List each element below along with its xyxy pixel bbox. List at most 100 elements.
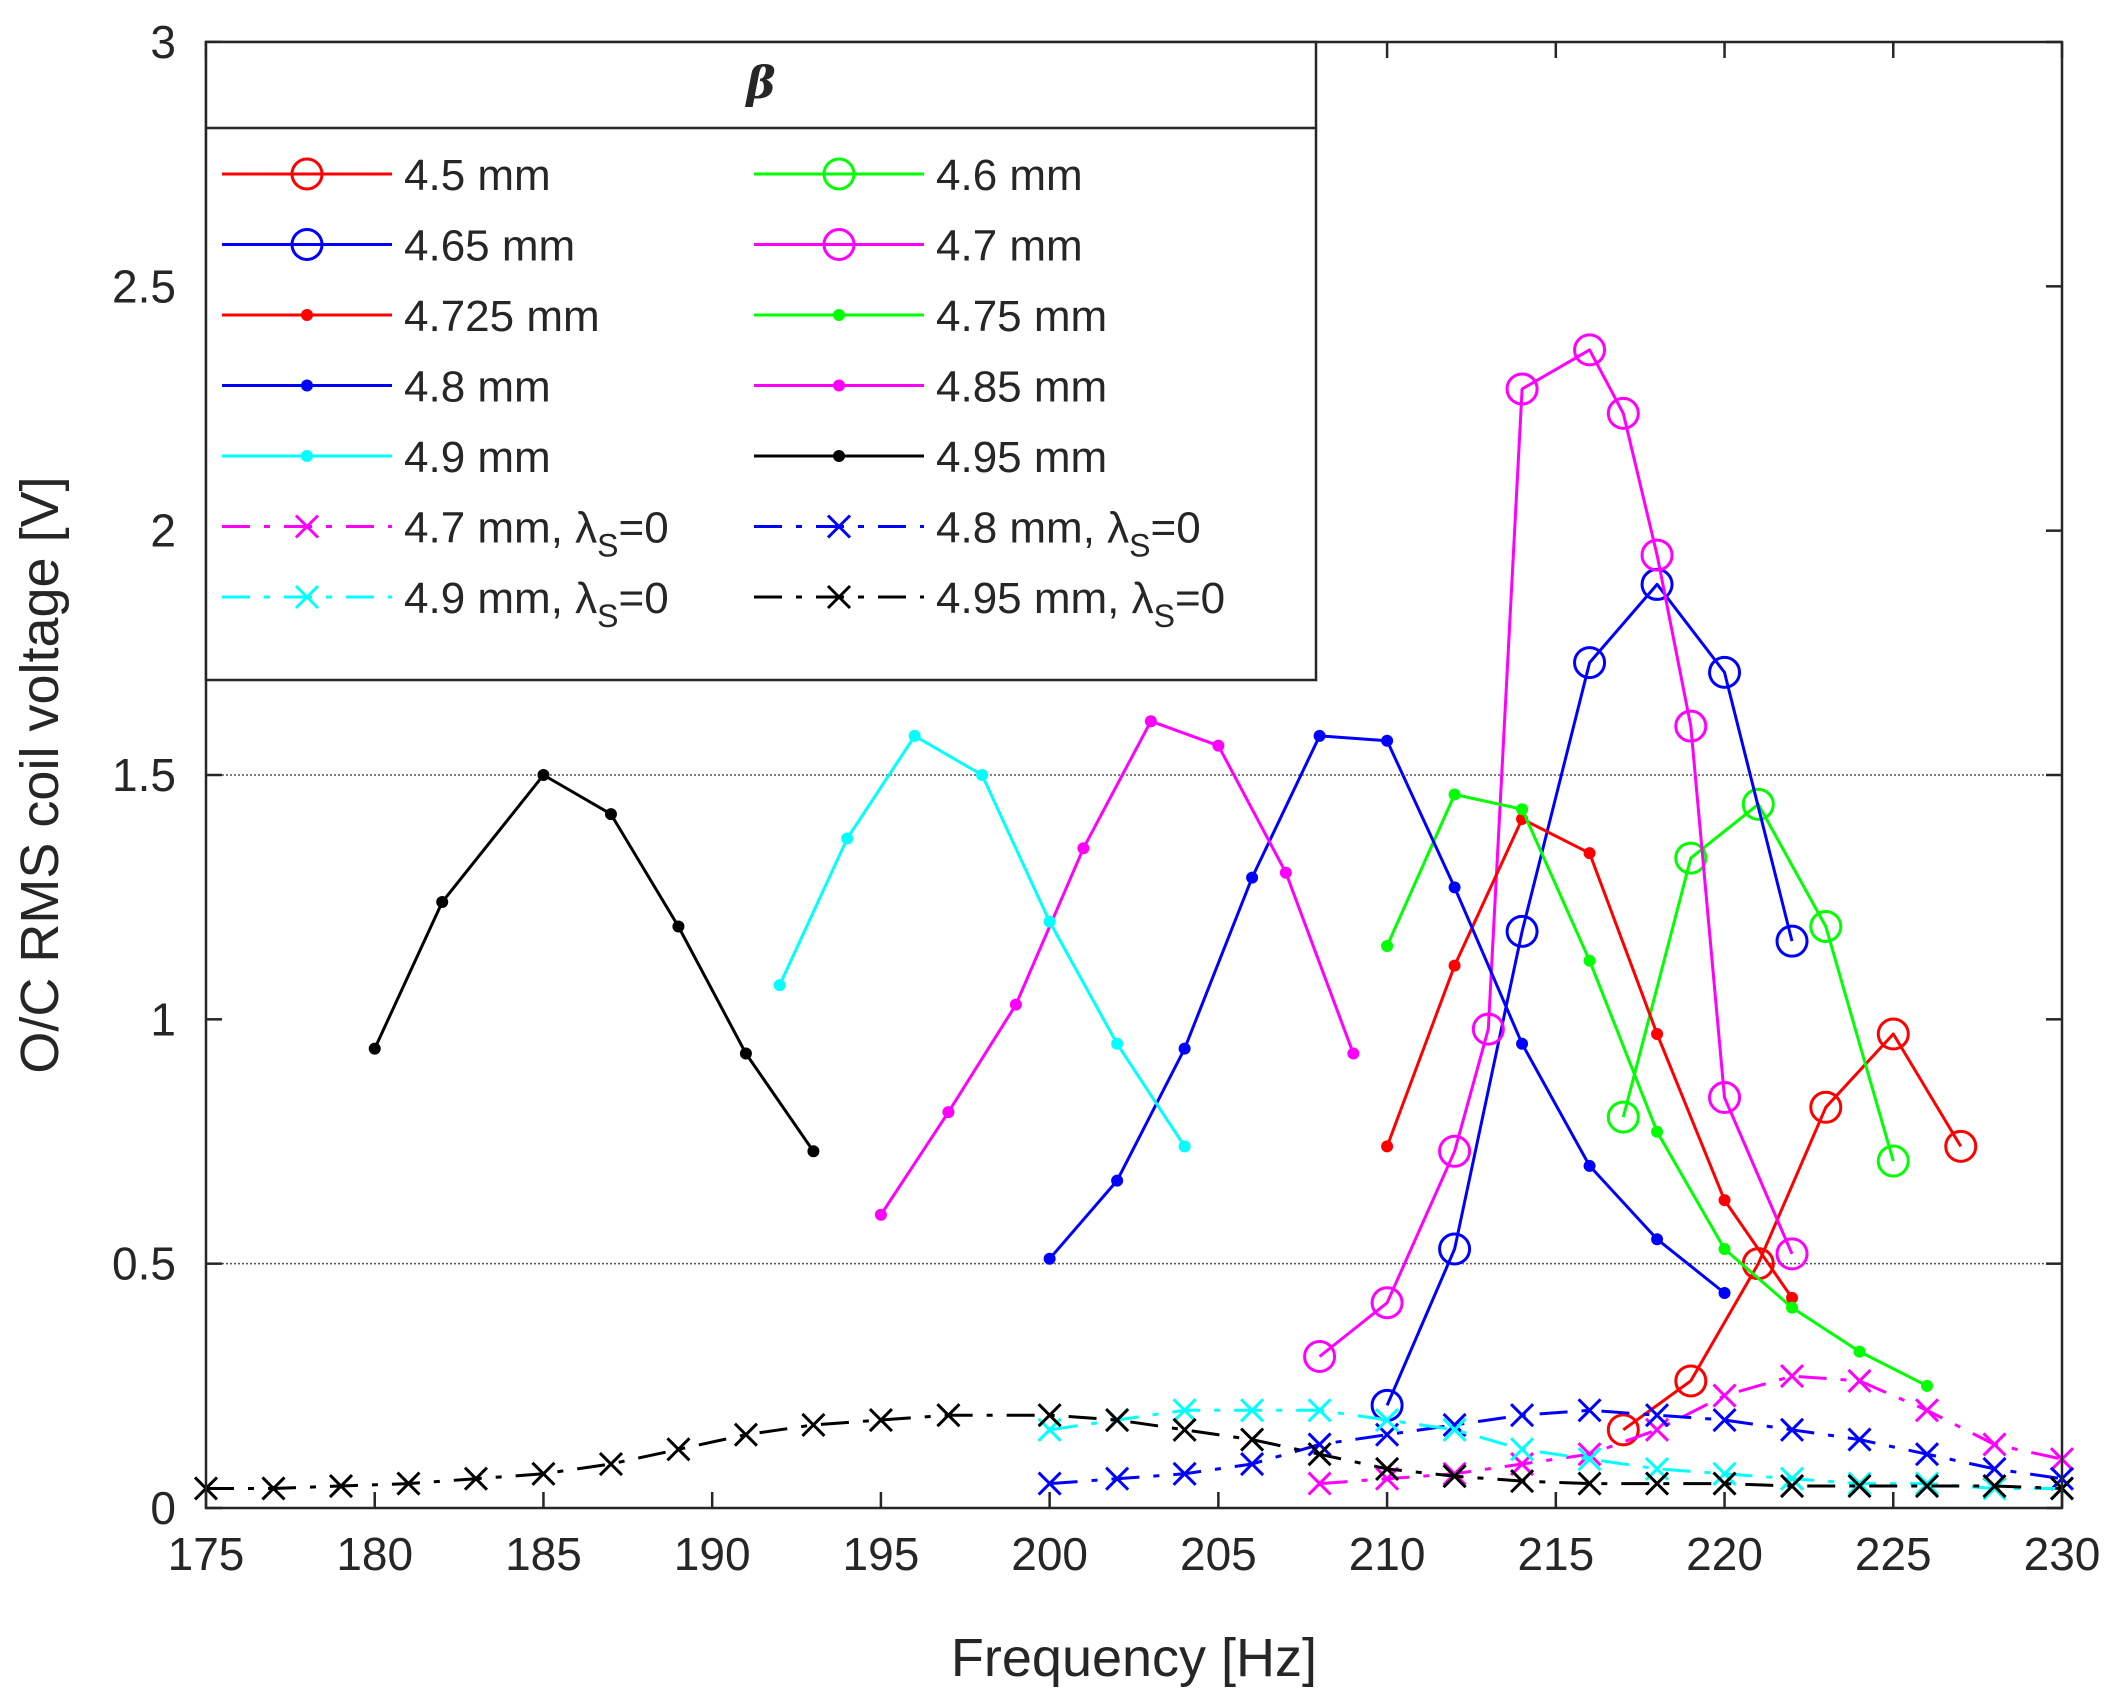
data-point-x bbox=[1779, 1363, 1805, 1389]
data-point-dot bbox=[1448, 881, 1461, 894]
y-axis-title: O/C RMS coil voltage [V] bbox=[10, 476, 70, 1073]
data-point-dot bbox=[1212, 739, 1225, 752]
data-point-dot bbox=[1144, 715, 1157, 728]
data-point-dot bbox=[1347, 1047, 1360, 1060]
legend-entry-6: 4.8 mm bbox=[222, 363, 551, 412]
y-tick-label: 2.5 bbox=[112, 260, 176, 312]
data-point-circle bbox=[1809, 909, 1843, 943]
data-point-dot bbox=[1178, 1042, 1191, 1055]
data-point-x bbox=[1037, 1403, 1062, 1428]
data-point-x bbox=[1172, 1398, 1197, 1423]
data-point-x bbox=[1307, 1471, 1332, 1496]
series-12 bbox=[1037, 1398, 2075, 1501]
x-tick-label: 225 bbox=[1855, 1528, 1932, 1580]
legend-label: 4.7 mm bbox=[936, 222, 1083, 271]
data-point-x bbox=[1442, 1464, 1467, 1489]
data-point-x bbox=[1510, 1437, 1535, 1462]
data-point-dot bbox=[1111, 1174, 1124, 1187]
data-point-circle bbox=[1809, 1090, 1843, 1124]
series-line bbox=[1318, 348, 1794, 1358]
legend-entry-10: 4.7 mm, λS=0 bbox=[222, 504, 669, 564]
y-tick-label: 0 bbox=[150, 1482, 176, 1534]
data-point-dot bbox=[841, 832, 854, 845]
y-tick-label: 2 bbox=[150, 505, 176, 557]
data-point-circle bbox=[1606, 1413, 1640, 1447]
data-point-x bbox=[801, 1412, 826, 1437]
data-point-dot bbox=[1583, 847, 1596, 860]
data-point-dot bbox=[1009, 998, 1022, 1011]
data-point-circle bbox=[1573, 646, 1607, 680]
series-7 bbox=[874, 715, 1360, 1221]
data-point-x bbox=[826, 584, 852, 610]
data-point-x bbox=[1510, 1403, 1535, 1428]
data-point-dot bbox=[874, 1208, 887, 1221]
legend-entry-7: 4.85 mm bbox=[754, 363, 1107, 412]
series-11 bbox=[1037, 1398, 2075, 1496]
data-point-dot bbox=[604, 808, 617, 821]
series-9 bbox=[368, 769, 820, 1158]
data-point-x bbox=[733, 1422, 758, 1447]
data-point-x bbox=[1982, 1456, 2007, 1481]
data-point-circle bbox=[1741, 787, 1775, 821]
legend-entry-11: 4.8 mm, λS=0 bbox=[754, 504, 1201, 564]
series-4 bbox=[1381, 812, 1799, 1304]
data-point-x bbox=[1240, 1398, 1265, 1423]
data-point-x bbox=[936, 1403, 961, 1428]
data-point-x bbox=[531, 1461, 556, 1486]
series-6 bbox=[1043, 729, 1731, 1299]
data-point-dot bbox=[1381, 940, 1394, 953]
x-tick-label: 195 bbox=[843, 1528, 920, 1580]
data-point-circle bbox=[1775, 1237, 1809, 1271]
data-point-dot bbox=[1077, 842, 1090, 855]
data-point-x bbox=[463, 1466, 489, 1491]
data-point-circle bbox=[822, 228, 856, 261]
series-line bbox=[1049, 1408, 2063, 1486]
x-tick-label: 185 bbox=[505, 1528, 582, 1580]
data-point-x bbox=[1510, 1469, 1535, 1494]
legend-entry-3: 4.7 mm bbox=[754, 222, 1083, 271]
series-line bbox=[206, 1413, 2063, 1490]
legend-label: 4.65 mm bbox=[404, 222, 575, 271]
data-point-circle bbox=[822, 157, 856, 191]
data-point-x bbox=[868, 1407, 893, 1433]
data-point-x bbox=[1307, 1432, 1332, 1457]
data-point-circle bbox=[1674, 709, 1708, 743]
data-point-x bbox=[1105, 1407, 1130, 1433]
legend-label: 4.75 mm bbox=[936, 292, 1107, 341]
data-point-x bbox=[1914, 1442, 1940, 1467]
data-point-x bbox=[1307, 1442, 1332, 1467]
data-point-circle bbox=[1438, 1134, 1472, 1168]
data-point-x bbox=[1712, 1471, 1737, 1496]
data-point-dot bbox=[1651, 1125, 1664, 1138]
data-point-dot bbox=[1718, 1243, 1731, 1256]
data-point-dot bbox=[942, 1106, 955, 1119]
series-13 bbox=[193, 1403, 2075, 1501]
data-point-x bbox=[1240, 1451, 1265, 1477]
data-point-circle bbox=[1944, 1129, 1978, 1163]
data-point-x bbox=[1375, 1466, 1400, 1491]
series-line bbox=[879, 719, 1355, 1216]
data-point-circle bbox=[1438, 1232, 1472, 1266]
data-point-x bbox=[1712, 1407, 1737, 1433]
data-point-circle bbox=[1876, 1017, 1910, 1051]
data-point-x bbox=[1779, 1466, 1805, 1491]
data-point-x bbox=[1847, 1471, 1872, 1496]
data-point-circle bbox=[1606, 1100, 1640, 1134]
data-point-x bbox=[1644, 1471, 1670, 1496]
legend-label: 4.9 mm bbox=[404, 433, 551, 482]
data-point-dot bbox=[301, 309, 313, 321]
data-point-circle bbox=[1471, 1012, 1505, 1046]
data-point-x bbox=[1914, 1473, 1940, 1499]
data-point-circle bbox=[1505, 914, 1539, 948]
series-8 bbox=[773, 729, 1191, 1153]
data-point-x bbox=[1172, 1461, 1197, 1486]
data-point-circle bbox=[1708, 1081, 1742, 1115]
data-point-dot bbox=[1786, 1301, 1799, 1314]
data-point-x bbox=[1847, 1368, 1872, 1394]
data-point-dot bbox=[1583, 954, 1596, 967]
series-5 bbox=[1381, 788, 1934, 1392]
x-tick-label: 200 bbox=[1011, 1528, 1088, 1580]
data-point-circle bbox=[290, 228, 324, 261]
series-line bbox=[1385, 582, 1794, 1406]
data-point-dot bbox=[908, 729, 921, 742]
